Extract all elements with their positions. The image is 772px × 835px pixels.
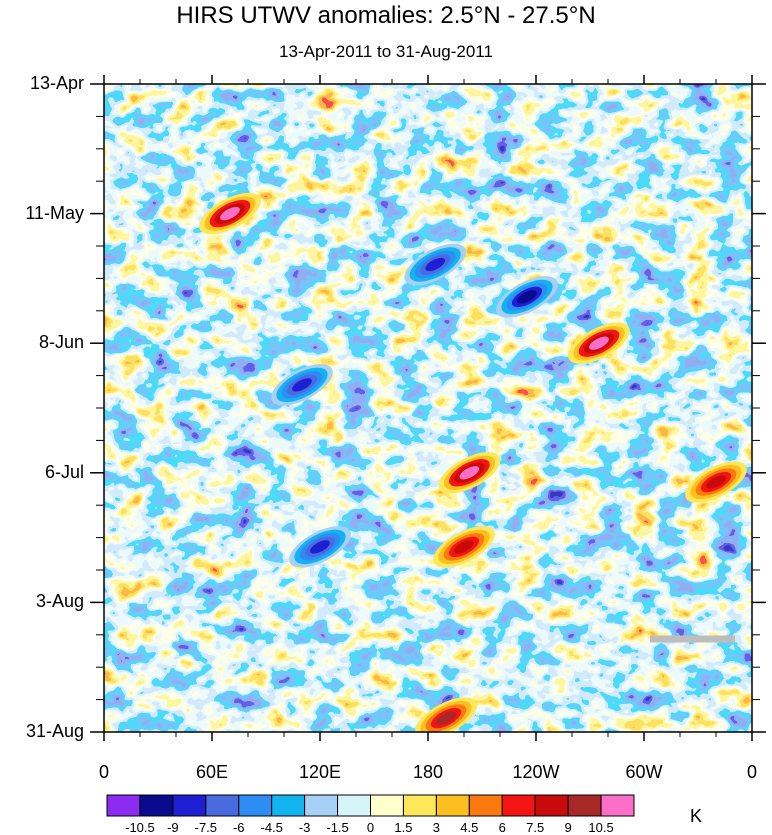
colorbar-tick-label: 9 (564, 820, 572, 835)
spot-contour (589, 336, 609, 350)
heatmap-field (104, 84, 752, 732)
colorbar-swatch (468, 794, 503, 817)
colorbar-swatch (238, 794, 273, 817)
anomaly-spot (404, 243, 467, 286)
colorbar-tick-label: -9 (167, 820, 179, 835)
colorbar-tick-label: -10.5 (125, 820, 155, 835)
colorbar-swatch (304, 794, 339, 817)
colorbar-tick-label: 6 (498, 820, 506, 835)
colorbar-swatch (106, 794, 141, 817)
anomaly-spot (496, 276, 558, 318)
x-tick-label: 0 (746, 762, 757, 782)
colorbar-swatch (370, 794, 404, 817)
y-tick-label: 11-May (25, 202, 84, 223)
spot-contour (425, 257, 446, 272)
colorbar-swatch (534, 794, 569, 817)
x-tick-label: 120E (298, 762, 342, 782)
anomaly-spot (199, 192, 261, 235)
plot-area (104, 84, 752, 732)
colorbar-swatch (139, 794, 174, 817)
colorbar-tick-label: 0 (366, 820, 375, 835)
colorbar-tick-label: -6 (232, 820, 245, 835)
anomaly-spots (199, 192, 747, 732)
colorbar-swatch (205, 794, 240, 817)
chart-title: HIRS UTWV anomalies: 2.5°N - 27.5°N (176, 2, 596, 29)
colorbar-tick-label: -1.5 (326, 820, 349, 835)
colorbar-tick-label: -7.5 (194, 820, 218, 835)
colorbar-tick-label: 7.5 (526, 820, 545, 835)
x-tick-label: 60E (195, 762, 229, 782)
colorbar-tick-label: 4.5 (460, 820, 479, 835)
colorbar-units: K (690, 806, 703, 826)
anomaly-spot (685, 461, 747, 503)
colorbar-tick-label: -3 (298, 820, 311, 835)
anomaly-spot (289, 526, 351, 568)
colorbar-swatch (435, 794, 470, 817)
y-tick-label: 13-Apr (29, 73, 84, 93)
anomaly-spot (438, 452, 501, 494)
x-tick-label: 120W (512, 762, 560, 782)
anomaly-spot (415, 697, 477, 732)
colorbar-swatch (337, 794, 371, 817)
anomaly-spot (568, 322, 630, 364)
colorbar-swatch (402, 794, 437, 817)
spot-contour (436, 711, 456, 725)
y-tick-label: 31-Aug (25, 721, 84, 741)
y-tick-label: 3-Aug (35, 591, 84, 612)
x-tick-label: 60W (625, 762, 663, 782)
spot-contour (292, 378, 312, 392)
spot-contour (517, 290, 537, 304)
spot-contour (310, 540, 330, 554)
colorbar-tick-label: -4.5 (260, 820, 283, 835)
x-tick-label: 180 (412, 762, 444, 782)
spot-contour (459, 466, 480, 480)
y-tick-label: 6-Jul (44, 461, 84, 482)
axis-ticks (90, 75, 766, 741)
colorbar-tick-label: 3 (432, 820, 440, 835)
colorbar (106, 794, 635, 817)
colorbar-swatch (172, 794, 207, 817)
colorbar-swatch (600, 794, 635, 817)
colorbar-tick-label: 1.5 (394, 820, 413, 835)
spot-contour (454, 540, 474, 554)
colorbar-swatch (567, 794, 602, 817)
spot-contour (220, 206, 240, 221)
colorbar-swatch (271, 794, 306, 817)
y-tick-label: 8-Jun (38, 332, 84, 353)
anomaly-spot (271, 364, 333, 406)
colorbar-swatch (501, 794, 536, 817)
anomaly-spot (433, 526, 495, 568)
spot-contour (706, 475, 726, 489)
chart-subtitle: 13-Apr-2011 to 31-Aug-2011 (279, 42, 493, 61)
x-tick-label: 0 (98, 762, 109, 782)
colorbar-tick-label: 10.5 (588, 820, 614, 835)
